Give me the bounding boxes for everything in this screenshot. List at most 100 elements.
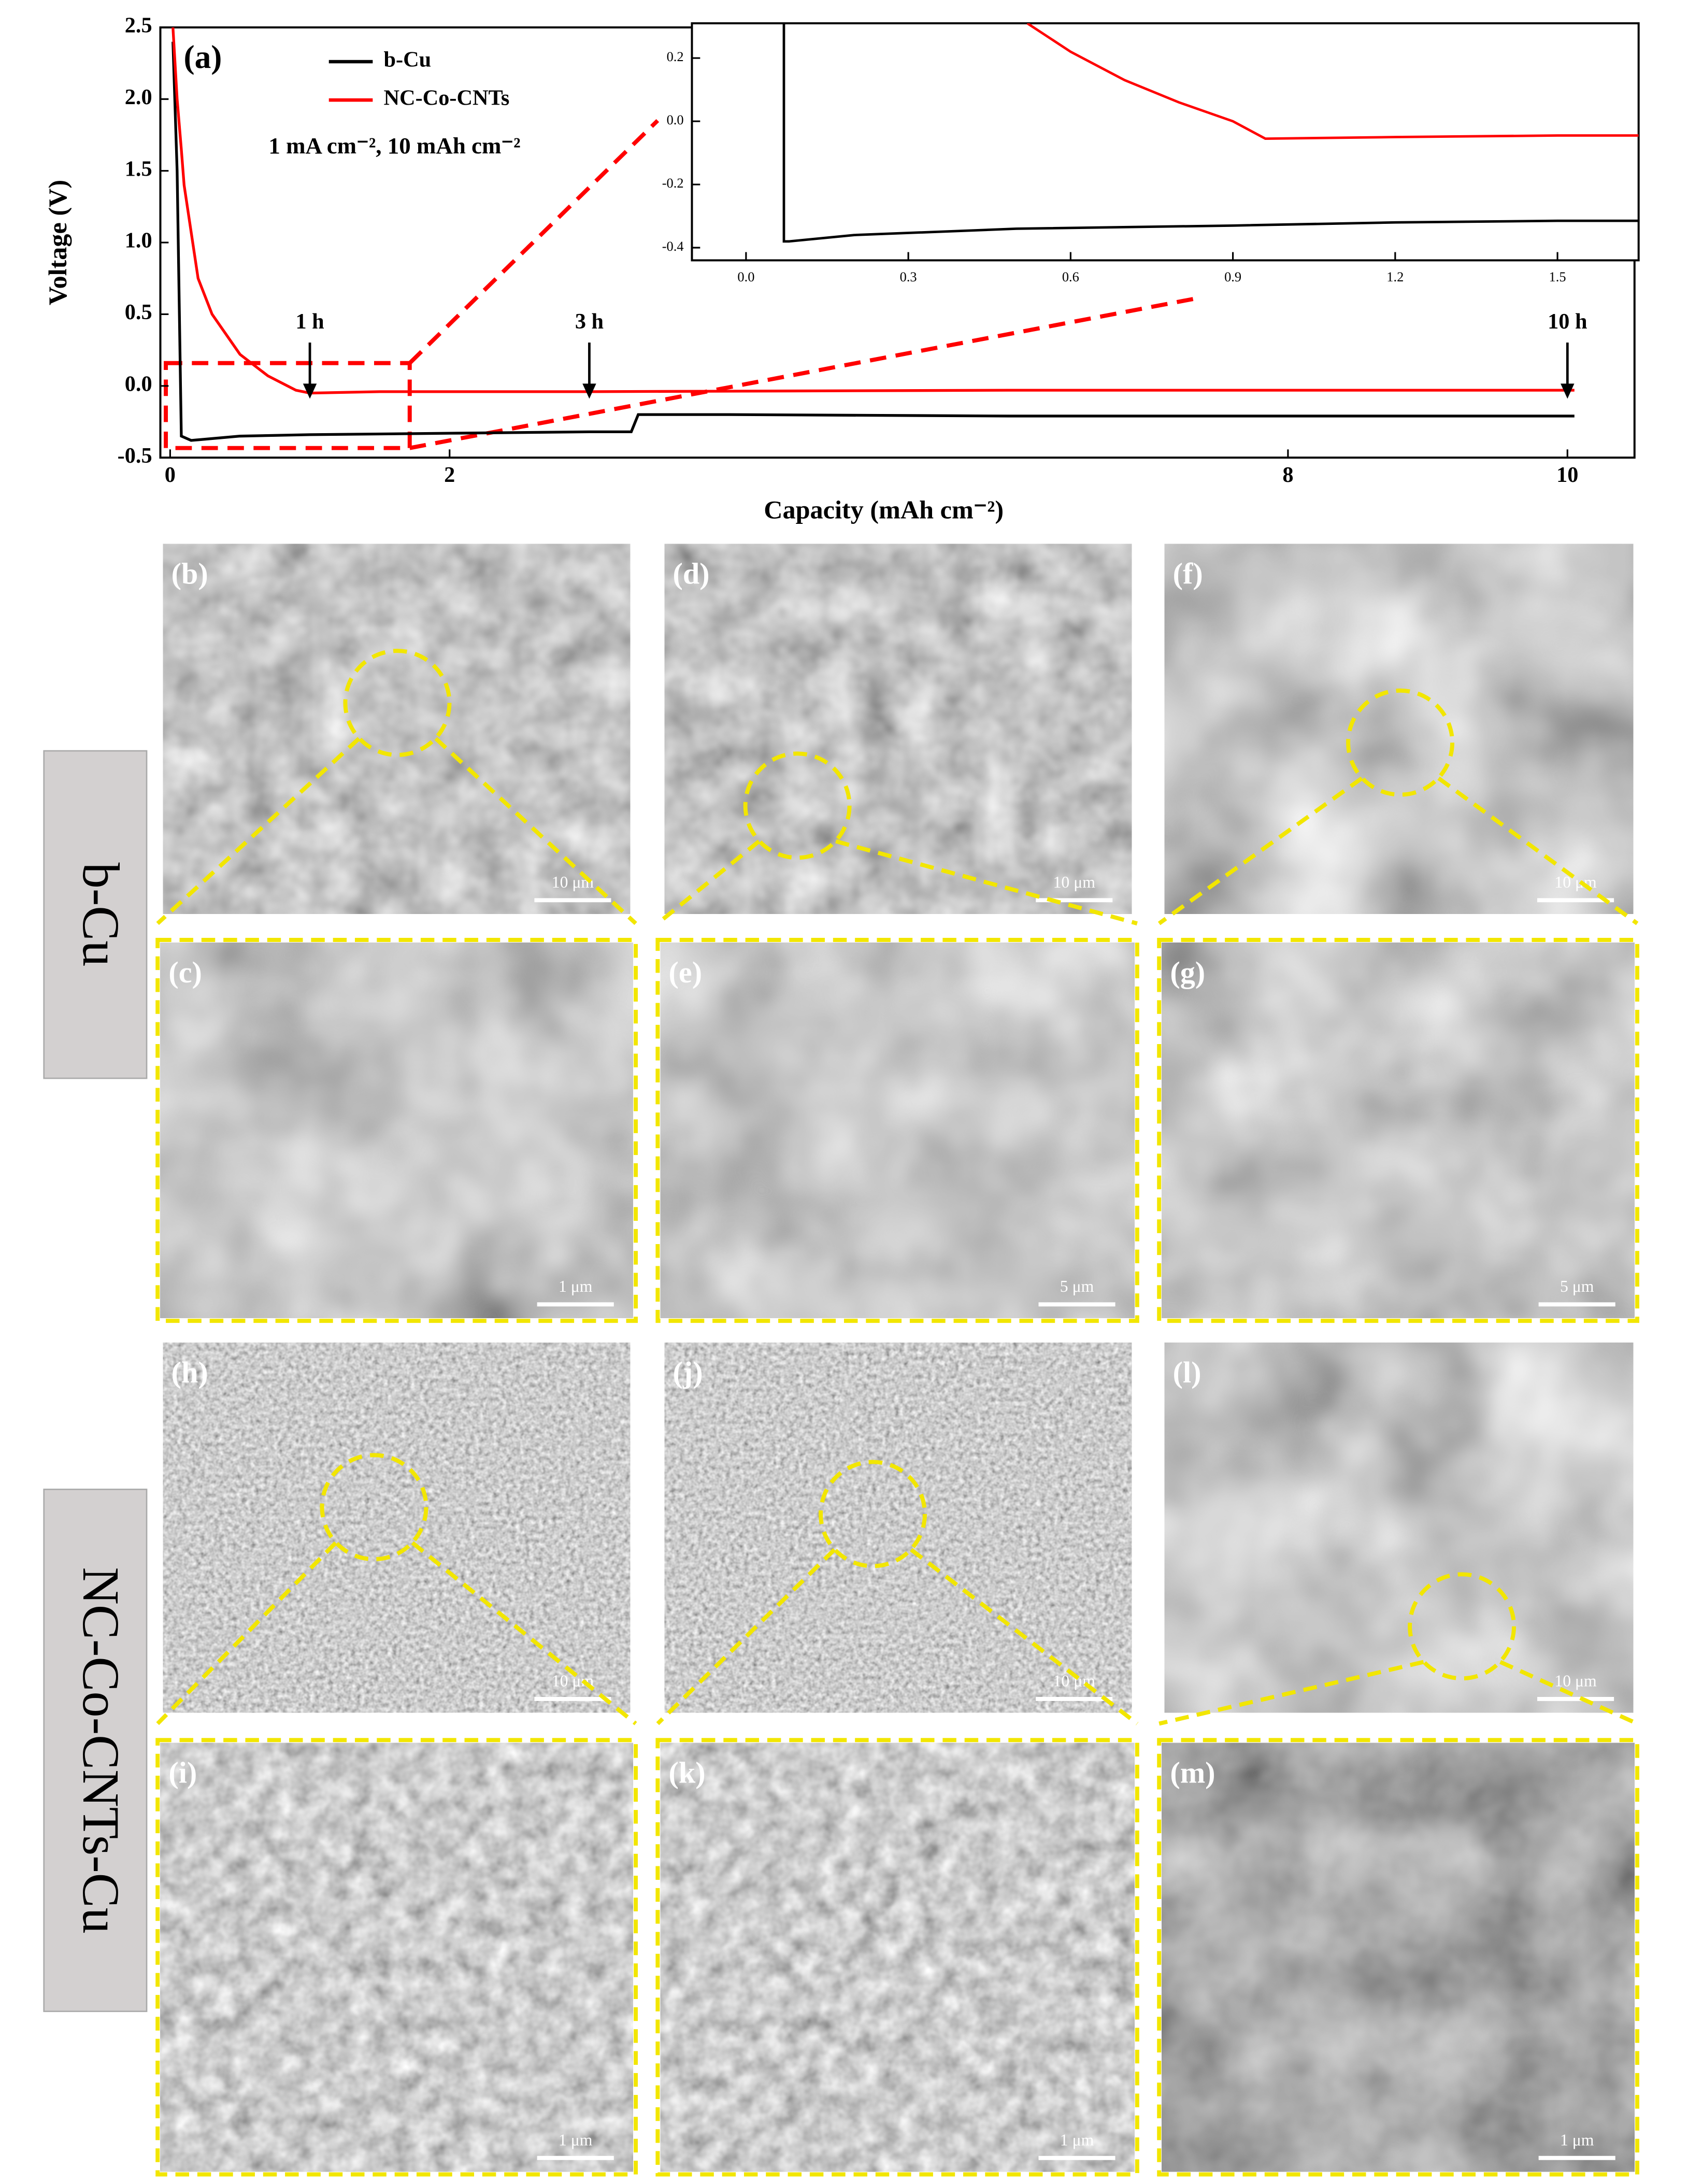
legend-label: b-Cu: [384, 48, 432, 72]
zoom-circle: [320, 1453, 428, 1562]
zoom-box: [164, 361, 412, 450]
x-tick-label: 0.9: [1224, 269, 1241, 284]
zoom-line: [1499, 1660, 1638, 1726]
plot-frame: [691, 22, 1640, 262]
inset-chart: 0.0 0.3 0.6 0.9 1.2 1.5 -0.4 -0.2 0.0 0.2: [662, 22, 1640, 284]
zoom-line: [409, 296, 1195, 450]
y-tick-label: 1.0: [125, 229, 152, 253]
panel-label: (e): [669, 955, 703, 989]
annotation-label: 1 h: [295, 309, 324, 334]
panel-label: (k): [669, 1755, 706, 1789]
zoom-line: [656, 1548, 836, 1725]
y-tick-label: -0.4: [662, 238, 684, 254]
sem-image: [660, 943, 1135, 1318]
panel-label: (h): [171, 1355, 208, 1389]
scale-bar-label: 10 μm: [1554, 1672, 1597, 1690]
zoom-line: [1158, 1660, 1424, 1726]
x-tick-label: 10: [1556, 463, 1578, 487]
panel-label: (j): [673, 1355, 703, 1389]
x-axis-label: Capacity (mAh cm⁻²): [764, 495, 1004, 524]
condition-text: 1 mA cm⁻², 10 mAh cm⁻²: [268, 133, 520, 159]
sem-image: [664, 1343, 1132, 1713]
scale-bar-label: 5 μm: [1560, 1277, 1594, 1295]
zoom-frame: [155, 1738, 638, 2177]
y-tick-label: 1.5: [125, 156, 152, 181]
panel-label: (c): [168, 955, 202, 989]
scale-bar-label: 1 μm: [559, 1277, 593, 1295]
x-tick-label: 2: [444, 463, 455, 487]
arrow-head: [582, 383, 596, 399]
y-tick-label: 2.5: [125, 13, 152, 38]
side-label: NC-Co-CNTs-Cu: [72, 1567, 130, 1933]
panel-label: (b): [171, 557, 208, 591]
sem-image: [1164, 544, 1634, 914]
scale-bar-label: 1 μm: [1560, 2131, 1594, 2149]
zoom-frame: [1157, 1738, 1640, 2177]
series-line: [782, 23, 1639, 243]
side-label-box: [43, 750, 148, 1079]
panel-label: (g): [1170, 955, 1205, 989]
y-tick-label: 2.0: [125, 85, 152, 109]
zoom-line: [411, 1541, 637, 1725]
zoom-line: [434, 737, 637, 925]
x-tick-label: 0: [165, 463, 176, 487]
zoom-frame: [1157, 938, 1640, 1323]
sem-image: [1162, 943, 1635, 1318]
scale-bar-label: 10 μm: [552, 873, 594, 891]
panel-label: (f): [1173, 557, 1203, 591]
x-tick-label: 0.3: [900, 269, 917, 284]
annotation-label: 3 h: [575, 309, 604, 334]
zoom-circle: [743, 751, 852, 860]
annotation-label: 10 h: [1548, 309, 1587, 334]
x-tick-label: 8: [1282, 463, 1293, 487]
x-tick-label: 1.2: [1386, 269, 1404, 284]
sem-image: [1162, 1743, 1635, 2172]
x-tick-label: 0.6: [1062, 269, 1079, 284]
zoom-line: [408, 119, 660, 365]
sem-image: [660, 1743, 1135, 2172]
zoom-circle: [1346, 688, 1455, 797]
legend-label: NC-Co-CNTs: [384, 86, 510, 110]
sem-image: [664, 544, 1132, 914]
zoom-frame: [155, 938, 638, 1323]
zoom-frame: [655, 1738, 1139, 2177]
arrow-head: [1561, 383, 1575, 399]
y-axis-label: Voltage (V): [43, 180, 72, 305]
sem-image: [160, 1743, 633, 2172]
scale-bar-label: 10 μm: [1053, 873, 1096, 891]
main-chart: 0 2 8 10 -0.5 0.0 0.5 1.0 1.5 2.0 2.5 Capacity (mAh…: [43, 13, 1636, 524]
sem-image: [1164, 1343, 1634, 1713]
y-tick-label: 0.2: [667, 49, 684, 64]
sem-image: [163, 544, 631, 914]
y-tick-label: 0.0: [667, 112, 684, 127]
y-tick-label: 0.5: [125, 300, 152, 324]
zoom-line: [910, 1548, 1139, 1725]
zoom-line: [1437, 776, 1639, 925]
y-tick-label: -0.2: [662, 175, 684, 191]
x-tick-label: 0.0: [737, 269, 754, 284]
scale-bar-label: 1 μm: [559, 2131, 593, 2149]
zoom-circle: [1408, 1572, 1517, 1681]
y-tick-label: 0.0: [125, 372, 152, 396]
series-line: [171, 27, 1575, 395]
panel-label: (m): [1170, 1755, 1215, 1789]
side-label-box: [43, 1489, 148, 2012]
scale-bar-label: 5 μm: [1060, 1277, 1094, 1295]
series-line: [171, 41, 1575, 442]
zoom-circle: [819, 1460, 927, 1568]
panel-label: (i): [168, 1755, 197, 1789]
series-line: [1026, 23, 1639, 140]
panel-label: (a): [183, 38, 222, 75]
sem-image: [163, 1343, 631, 1713]
zoom-circle: [343, 649, 452, 757]
inset-background: [692, 23, 1639, 261]
arrow-head: [303, 383, 317, 399]
sem-image: [160, 943, 633, 1318]
x-tick-label: 1.5: [1549, 269, 1566, 284]
side-label: b-Cu: [72, 863, 130, 967]
scale-bar-label: 1 μm: [1060, 2131, 1094, 2149]
sem-panels: (b) 10 μm (d) 10 μm (f) 10 μm (c) 1 μm (e) 5 μm (g…: [43, 544, 1640, 2177]
zoom-frame: [655, 938, 1139, 1323]
zoom-line: [835, 839, 1138, 926]
